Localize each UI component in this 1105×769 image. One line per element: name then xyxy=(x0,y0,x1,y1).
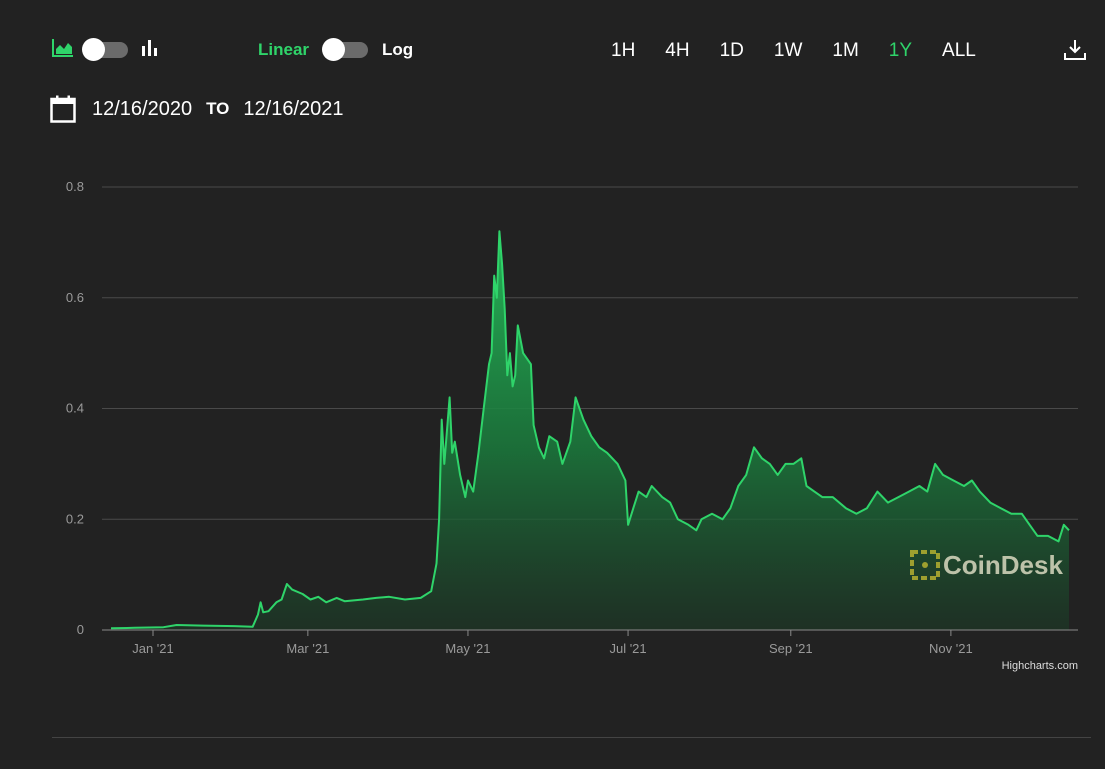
coindesk-wordmark: CoinDesk xyxy=(943,550,1063,580)
chart-type-toggle[interactable] xyxy=(82,38,128,61)
range-button-all[interactable]: ALL xyxy=(942,40,976,61)
y-tick-label: 0 xyxy=(77,622,84,637)
y-tick-label: 0.8 xyxy=(66,179,84,194)
range-button-1w[interactable]: 1W xyxy=(773,40,803,61)
download-icon[interactable] xyxy=(1063,38,1087,62)
range-button-4h[interactable]: 4H xyxy=(665,40,690,61)
x-tick-label: Mar '21 xyxy=(286,641,329,656)
calendar-icon[interactable] xyxy=(50,95,76,123)
series-area-fill xyxy=(111,231,1069,631)
scale-log-label[interactable]: Log xyxy=(382,40,414,59)
chart-toolbar: Linear Log 1H 4H 1D 1W 1M 1Y ALL xyxy=(0,0,1105,90)
date-to[interactable]: 12/16/2021 xyxy=(243,97,344,120)
x-tick-label: May '21 xyxy=(445,641,490,656)
y-tick-label: 0.6 xyxy=(66,290,84,305)
range-button-1d[interactable]: 1D xyxy=(719,40,744,61)
bottom-divider xyxy=(52,737,1091,738)
coindesk-watermark: CoinDesk xyxy=(910,550,1063,580)
date-to-label: TO xyxy=(206,99,230,118)
bar-chart-icon[interactable] xyxy=(141,38,159,58)
x-tick-label: Jul '21 xyxy=(609,641,646,656)
area-chart-icon[interactable] xyxy=(52,38,74,58)
range-selector: 1H 4H 1D 1W 1M 1Y ALL xyxy=(596,40,991,62)
range-button-1h[interactable]: 1H xyxy=(611,40,636,61)
highcharts-credits[interactable]: Highcharts.com xyxy=(1002,660,1078,672)
range-button-1m[interactable]: 1M xyxy=(832,40,859,61)
scale-toggle[interactable] xyxy=(322,38,368,61)
range-button-1y[interactable]: 1Y xyxy=(888,40,913,61)
y-tick-label: 0.2 xyxy=(66,511,84,526)
x-tick-label: Sep '21 xyxy=(769,641,813,656)
scale-linear-label[interactable]: Linear xyxy=(258,40,310,59)
date-range-bar: 12/16/2020 TO 12/16/2021 xyxy=(50,94,344,124)
x-tick-label: Nov '21 xyxy=(929,641,973,656)
date-from[interactable]: 12/16/2020 xyxy=(92,97,193,120)
price-chart[interactable]: CoinDesk 0 0.2 0.4 0.6 0.8 Jan '21 Mar '21 May … xyxy=(0,170,1105,680)
x-tick-label: Jan '21 xyxy=(132,641,174,656)
coindesk-logo-icon xyxy=(910,550,940,580)
series-line[interactable] xyxy=(110,230,1070,630)
y-tick-label: 0.4 xyxy=(66,401,84,416)
